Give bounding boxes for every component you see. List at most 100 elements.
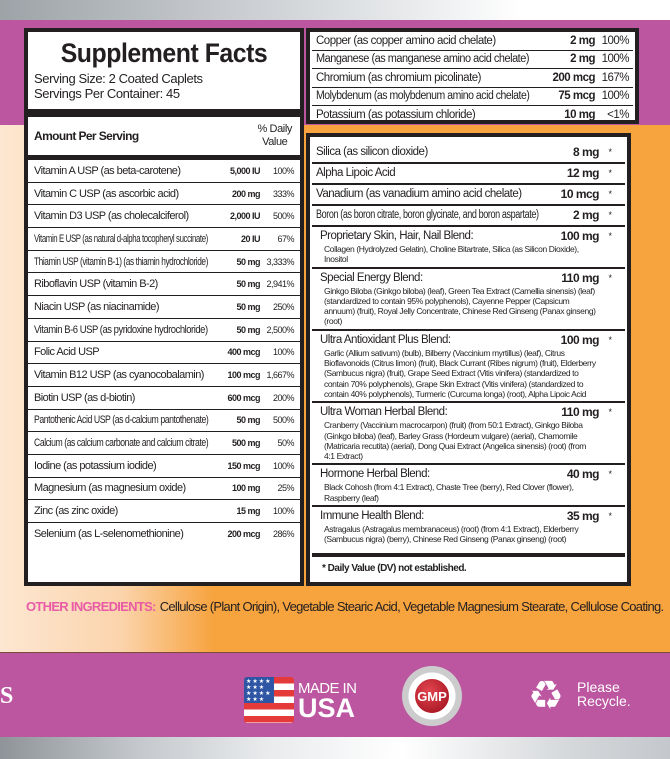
panel-title: Supplement Facts [60,38,268,68]
nutrient-amount: 15 mg [236,506,260,517]
ingredient-name: Silica (as silicon dioxide) [316,146,428,158]
ingredient-name-cell: Vanadium (as vanadium amino acid chelate… [316,187,543,202]
nutrient-name: Vitamin A USP (as beta-carotene) [34,164,181,177]
blend-components: Astragalus (Astragalus membranaceus) (ro… [324,524,579,545]
bottom-purple-band [0,652,670,737]
row-header: Proprietary Skin, Hair, Nail Blend: 100 m… [316,229,621,244]
nutrient-amount: 50 mg [236,415,260,426]
servings-per-container: Servings Per Container: 45 [34,86,180,101]
nutrient-amount: 50 mg [236,301,260,312]
row-header: Alpha Lipoic Acid 12 mg * [316,166,621,181]
made-in-usa-badge: ★★★★ ★★★ ★★★★ ★★★ MADE IN USA [244,677,357,723]
nutrient-name: Selenium (as L-selenomethionine) [34,528,184,541]
footnote: * Daily Value (DV) not established. [312,552,625,580]
nutrient-dv: 250% [272,301,295,312]
nutrient-name: Riboflavin USP (vitamin B-2) [34,278,158,291]
mineral-amount: 75 mcg [558,90,595,103]
other-ingredients-label: OTHER INGREDIENTS: [26,599,156,614]
nutrient-row: Calcium (as calcium carbonate and calciu… [28,432,300,455]
blends-panel: Silica (as silicon dioxide) 8 mg * Alpha Li… [306,133,631,586]
divider-bar [28,109,300,117]
mineral-dv: 100% [601,90,630,103]
serving-size: Serving Size: 2 Coated Caplets [34,71,203,86]
nutrient-dv: 100% [272,347,295,358]
made-in-text: MADE IN [298,679,357,697]
nutrient-amount: 200 mg [231,188,261,199]
nutrient-name-cell: Zinc (as zinc oxide) [34,505,212,517]
blend-components: Garlic (Allium sativum) (bulb), Bilberry… [324,347,596,399]
mineral-dv: 167% [601,71,630,84]
nutrient-row: Vitamin B12 USP (as cyanocobalamin) 100 m… [28,364,300,387]
nutrient-name-cell: Vitamin C USP (as ascorbic acid) [34,188,212,200]
mineral-dv: 100% [601,53,630,66]
dv-not-established-mark: * [608,407,612,418]
dv-header: % Daily Value [258,123,293,149]
nutrient-dv: 500% [272,415,295,426]
nutrient-name: Vitamin D3 USP (as cholecalciferol) [34,210,189,223]
nutrient-list: Vitamin A USP (as beta-carotene) 5,000 IU… [28,160,300,546]
dv-header-line2: Value [262,136,288,148]
ingredient-name: Ultra Woman Herbal Blend: [320,406,448,419]
gmp-text: GMP [413,677,451,715]
mineral-amount: 200 mcg [552,71,595,84]
nutrient-name-cell: Niacin USP (as niacinamide) [34,301,212,313]
mineral-dv: <1% [607,109,629,122]
nutrient-name: Iodine (as potassium iodide) [34,459,157,472]
nutrient-name-cell: Riboflavin USP (vitamin B-2) [34,278,212,290]
other-ingredients-text: Cellulose (Plant Origin), Vegetable Stea… [159,599,664,614]
nutrient-row: Vitamin C USP (as ascorbic acid) 200 mg 33… [28,183,300,206]
nutrient-row: Vitamin D3 USP (as cholecalciferol) 2,000… [28,205,300,229]
nutrient-amount: 2,000 IU [229,211,261,222]
nutrient-amount: 600 mcg [227,392,260,403]
ingredient-amount: 35 mg [566,509,600,524]
ingredient-row: Boron (as boron citrate, boron glycinate… [312,206,625,227]
nutrient-row: Magnesium (as magnesium oxide) 100 mg 25% [28,478,300,501]
usa-text: USA [298,692,356,723]
amount-header: Amount Per Serving [34,129,139,143]
nutrient-name: Pantothenic Acid USP (as d-calcium panto… [34,414,209,427]
ingredient-name-cell: Boron (as boron citrate, boron glycinate… [316,208,543,223]
mineral-dv: 100% [601,34,630,47]
gmp-seal-icon: GMP [402,666,462,726]
blend-row: Proprietary Skin, Hair, Nail Blend: 100 m… [312,227,625,269]
ingredient-amount: 10 mcg [560,187,600,201]
supplement-facts-panel: Supplement Facts Serving Size: 2 Coated … [24,28,304,586]
nutrient-name: Calcium (as calcium carbonate and calciu… [34,437,209,450]
dv-not-established-mark: * [608,469,612,480]
nutrient-row: Vitamin B-6 USP (as pyridoxine hydrochlo… [28,319,300,342]
nutrient-name: Niacin USP (as niacinamide) [34,300,160,313]
ingredient-name: Hormone Herbal Blend: [320,468,430,481]
ingredient-name: Special Energy Blend: [320,271,423,284]
bottom-gray-band [0,737,670,759]
mineral-row: Copper (as copper amino acid chelate) 2 m… [312,32,633,51]
nutrient-name-cell: Vitamin D3 USP (as cholecalciferol) [34,210,212,222]
mineral-row: Potassium (as potassium chloride) 10 mg <1… [312,106,633,125]
nutrient-dv: 25% [277,483,294,494]
nutrient-row: Zinc (as zinc oxide) 15 mg 100% [28,500,300,523]
ingredient-amount: 12 mg [566,166,600,180]
nutrient-row: Folic Acid USP 400 mcg 100% [28,342,300,365]
blend-components: Collagen (Hydrolyzed Gelatin), Choline B… [324,244,579,265]
nutrient-dv: 200% [272,392,295,403]
mineral-name: Molybdenum (as molybdenum amino acid che… [316,90,530,103]
minerals-panel: Copper (as copper amino acid chelate) 2 m… [306,28,639,124]
nutrient-name-cell: Pantothenic Acid USP (as d-calcium panto… [34,414,212,426]
row-header: Special Energy Blend: 110 mg * [316,271,621,286]
row-header: Boron (as boron citrate, boron glycinate… [316,208,621,223]
ingredient-name-cell: Silica (as silicon dioxide) [316,145,543,160]
nutrient-name: Folic Acid USP [34,346,100,359]
row-header: Immune Health Blend: 35 mg * [316,509,621,524]
mineral-name: Copper (as copper amino acid chelate) [316,34,496,47]
mineral-amount: 10 mg [564,109,595,122]
ingredient-amount: 100 mg [560,229,600,243]
nutrient-name: Magnesium (as magnesium oxide) [34,482,186,495]
ingredient-row: Alpha Lipoic Acid 12 mg * [312,164,625,185]
ingredient-name: Immune Health Blend: [320,510,424,523]
nutrient-row: Biotin USP (as d-biotin) 600 mcg 200% [28,387,300,410]
blend-row: Hormone Herbal Blend: 40 mg * Black Cohosh … [312,465,625,508]
nutrient-row: Iodine (as potassium iodide) 150 mcg 100% [28,455,300,478]
ingredient-amount: 40 mg [566,467,600,482]
nutrient-name-cell: Vitamin B-6 USP (as pyridoxine hydrochlo… [34,324,212,336]
mineral-name: Chromium (as chromium picolinate) [316,71,482,84]
dv-not-established-mark: * [608,511,612,522]
